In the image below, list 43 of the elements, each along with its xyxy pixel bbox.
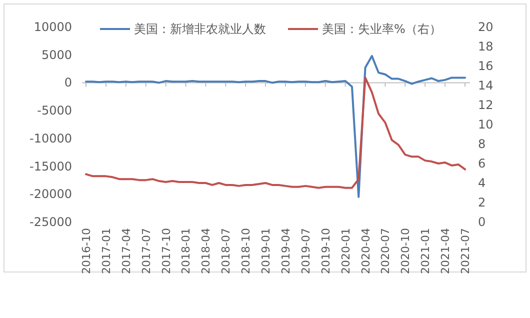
x-tick-label: 2020-04 — [359, 228, 372, 274]
y2-tick-label: 20 — [478, 20, 494, 34]
x-tick-label: 2018-07 — [220, 228, 233, 274]
x-tick-label: 2018-10 — [240, 228, 253, 274]
y-tick-label: 0 — [64, 76, 72, 90]
y2-tick-label: 18 — [478, 40, 494, 54]
y-tick-label: -20000 — [29, 187, 72, 202]
x-tick-label: 2021-01 — [419, 228, 432, 274]
y-tick-label: 10000 — [34, 20, 72, 34]
y2-tick-label: 12 — [478, 98, 494, 112]
y2-tick-label: 0 — [478, 215, 486, 229]
line-series — [85, 76, 466, 189]
x-tick-label: 2019-01 — [260, 228, 273, 274]
y2-tick-label: 14 — [478, 78, 494, 92]
y2-tick-label: 8 — [478, 137, 486, 151]
x-tick-label: 2019-07 — [299, 228, 312, 274]
y2-tick-label: 16 — [478, 59, 494, 73]
legend-label: 美国：失业率%（右） — [322, 22, 442, 36]
x-tick-label: 2021-04 — [439, 228, 452, 274]
x-tick-label: 2017-01 — [100, 228, 113, 274]
x-tick-label: 2017-10 — [160, 228, 173, 274]
x-tick-label: 2018-01 — [180, 228, 193, 274]
y-tick-label: 5000 — [41, 48, 72, 62]
line-series — [85, 54, 466, 198]
x-tick-label: 2020-07 — [379, 228, 392, 274]
x-tick-label: 2017-04 — [120, 228, 133, 274]
y2-tick-label: 4 — [478, 176, 486, 190]
x-tick-label: 2019-04 — [279, 228, 292, 274]
y-tick-label: -15000 — [29, 159, 72, 174]
y-tick-label: -5000 — [37, 104, 72, 118]
x-tick-label: 2020-01 — [339, 228, 352, 274]
y-tick-label: -25000 — [29, 215, 72, 229]
y2-tick-label: 6 — [478, 156, 486, 170]
x-tick-label: 2016-10 — [80, 228, 93, 274]
x-tick-label: 2021-07 — [459, 228, 472, 274]
y2-tick-label: 10 — [478, 118, 494, 132]
legend-label: 美国：新增非农就业人数 — [134, 22, 266, 36]
x-tick-label: 2017-07 — [140, 228, 153, 274]
y-tick-label: -10000 — [29, 131, 72, 146]
x-tick-label: 2020-10 — [399, 228, 412, 274]
x-tick-label: 2018-04 — [200, 228, 213, 274]
y2-tick-label: 2 — [478, 196, 486, 210]
x-tick-label: 2019-10 — [319, 228, 332, 274]
